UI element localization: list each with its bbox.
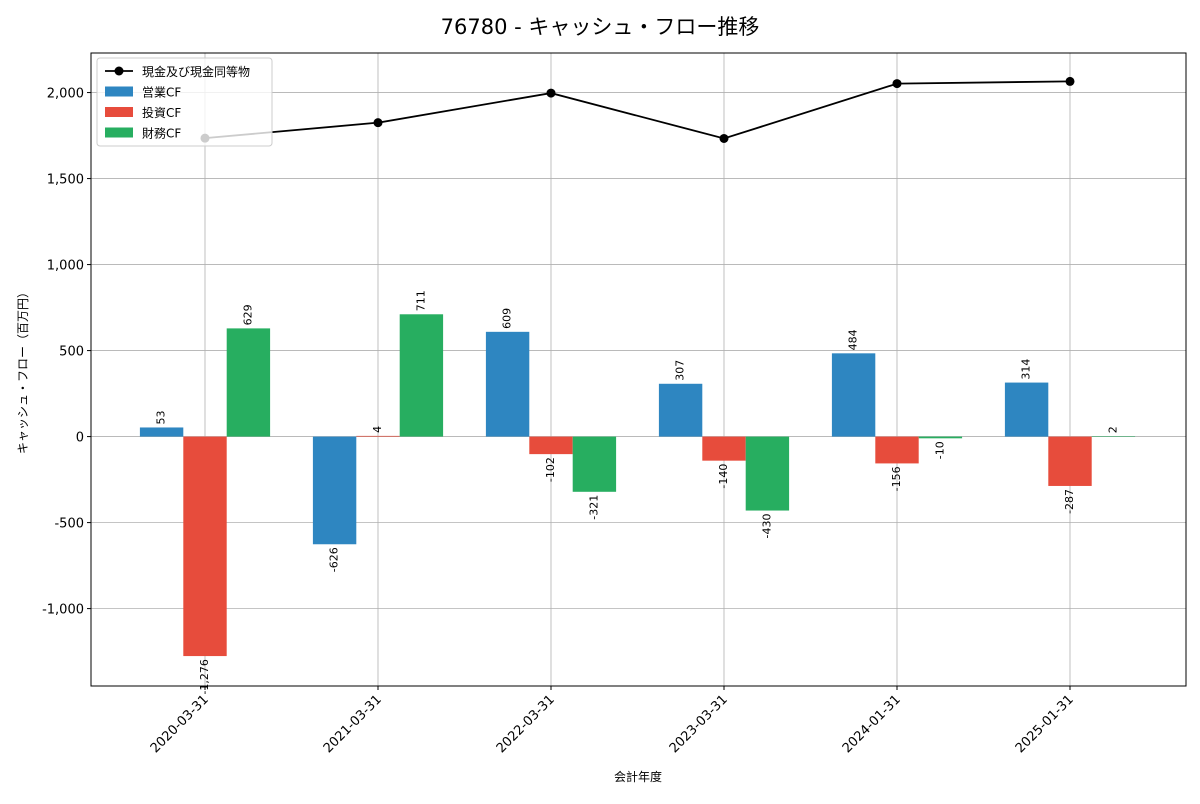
legend-box [96, 57, 273, 147]
data-label: 307 [674, 360, 687, 381]
bar-投資CF [183, 436, 227, 657]
bar-営業CF [139, 427, 184, 437]
y-tick-label: 1,500 [47, 173, 84, 188]
legend-label: 営業CF [142, 86, 181, 100]
data-label: -430 [760, 514, 773, 539]
y-tick-label: 0 [76, 431, 84, 446]
bar-財務CF [572, 436, 617, 492]
y-tick-label: -1,000 [42, 603, 84, 618]
data-label: 2 [1106, 426, 1119, 433]
line-marker [546, 88, 556, 98]
data-label: 609 [501, 308, 514, 329]
legend-marker [114, 66, 124, 76]
data-label: 711 [414, 290, 427, 311]
bar-営業CF [658, 383, 703, 437]
bar-営業CF [831, 353, 876, 437]
legend-bar-swatch [105, 127, 133, 138]
line-marker [719, 133, 729, 143]
y-axis-label: キャッシュ・フロー（百万円） [16, 286, 30, 454]
bar-営業CF [312, 436, 357, 545]
bar-投資CF [1048, 436, 1092, 486]
data-label: -102 [544, 457, 557, 482]
y-tick-label: 2,000 [47, 87, 84, 102]
data-label: -287 [1063, 489, 1076, 514]
plot-frame [90, 52, 1187, 687]
legend-bar-swatch [105, 86, 133, 97]
data-label: 314 [1020, 359, 1033, 380]
bar-投資CF [356, 435, 400, 437]
y-tick-label: 1,000 [47, 259, 84, 274]
chart-title: 76780 - キャッシュ・フロー推移 [441, 15, 760, 39]
bar-財務CF [1091, 436, 1136, 437]
bar-series [139, 314, 1136, 657]
grid-lines [91, 53, 1186, 686]
bar-営業CF [1004, 382, 1049, 437]
line-現金及び現金同等物 [204, 80, 1071, 140]
data-label: 53 [155, 410, 168, 424]
bar-財務CF [399, 314, 444, 437]
legend-label: 投資CF [142, 105, 181, 120]
data-label: -10 [933, 441, 946, 459]
data-label: -321 [587, 495, 600, 520]
bar-財務CF [745, 436, 790, 511]
bar-営業CF [485, 331, 530, 437]
data-label: 4 [371, 426, 384, 433]
data-label: 484 [847, 329, 860, 350]
data-label: 629 [241, 304, 254, 325]
data-label: -626 [328, 547, 341, 572]
y-tick-label: -500 [54, 517, 84, 532]
data-label: -156 [890, 466, 903, 491]
bar-財務CF [918, 436, 963, 439]
legend-label: 現金及び現金同等物 [142, 64, 250, 79]
line-marker [892, 79, 902, 89]
data-label: -140 [717, 464, 730, 489]
legend-label: 財務CF [142, 126, 181, 141]
line-marker [373, 118, 383, 128]
bar-財務CF [226, 328, 271, 437]
x-axis-label: 会計年度 [614, 769, 662, 784]
bar-投資CF [529, 436, 573, 455]
bar-投資CF [875, 436, 919, 464]
bar-投資CF [702, 436, 746, 461]
line-marker [1065, 76, 1075, 86]
y-tick-label: 500 [59, 345, 84, 360]
legend-bar-swatch [105, 107, 133, 117]
